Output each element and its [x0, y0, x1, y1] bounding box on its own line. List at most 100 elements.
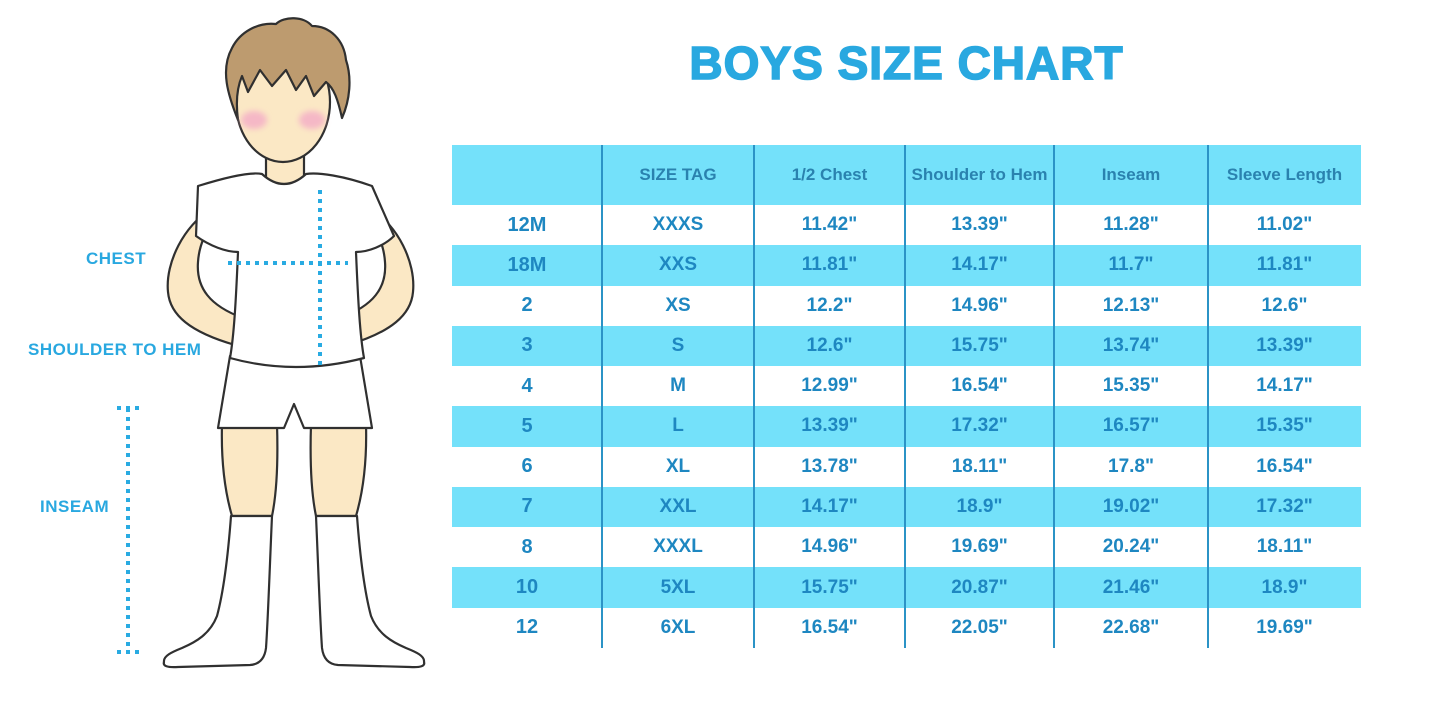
- column-divider: [1053, 145, 1055, 648]
- table-row: 6 XL 13.78" 18.11" 17.8" 16.54": [452, 447, 1361, 487]
- table-header-row: SIZE TAG 1/2 Chest Shoulder to Hem Insea…: [452, 145, 1361, 205]
- boy-figure-svg: [117, 17, 426, 669]
- table-row: 12M XXXS 11.42" 13.39" 11.28" 11.02": [452, 205, 1361, 245]
- row-size-label: 8: [521, 535, 533, 558]
- table-cell: 16.54": [801, 616, 858, 638]
- table-cell: L: [672, 415, 684, 437]
- table-cell: 15.35": [1256, 415, 1313, 437]
- table-cell: 14.96": [801, 536, 858, 558]
- table-cell: XXL: [659, 495, 697, 517]
- table-cell: 22.68": [1102, 616, 1160, 638]
- size-table: SIZE TAG 1/2 Chest Shoulder to Hem Insea…: [452, 145, 1361, 648]
- header-cell-shoulder-to-hem: Shoulder to Hem: [911, 165, 1048, 185]
- header-cell-sleeve-length: Sleeve Length: [1226, 165, 1343, 185]
- table-cell: 12.99": [801, 375, 858, 397]
- table-cell: 12.6": [806, 334, 853, 356]
- row-size-label: 10: [515, 576, 539, 599]
- table-cell: 18.9": [956, 495, 1003, 517]
- table-cell: 17.32": [1256, 495, 1313, 517]
- left-thigh-shape: [220, 422, 279, 518]
- page-title: BOYS SIZE CHART: [689, 36, 1124, 90]
- table-cell: 18.11": [1256, 536, 1313, 558]
- table-cell: 18.9": [1261, 576, 1308, 598]
- header-cell-inseam: Inseam: [1101, 165, 1161, 185]
- row-size-label: 4: [521, 374, 533, 397]
- table-row: 12 6XL 16.54" 22.05" 22.68" 19.69": [452, 608, 1361, 648]
- table-cell: S: [671, 334, 685, 356]
- table-cell: 14.17": [951, 254, 1008, 276]
- table-cell: 20.24": [1102, 536, 1160, 558]
- table-cell: 22.05": [951, 616, 1008, 638]
- right-blush-shape: [299, 111, 325, 129]
- table-cell: 19.02": [1102, 495, 1160, 517]
- table-cell: 15.75": [951, 334, 1008, 356]
- table-row: 18M XXS 11.81" 14.17" 11.7" 11.81": [452, 245, 1361, 286]
- table-cell: 13.74": [1102, 334, 1160, 356]
- table-cell: 20.87": [951, 576, 1008, 598]
- boy-figure-illustration: [0, 0, 450, 723]
- header-cell-size-tag: SIZE TAG: [639, 165, 717, 185]
- table-cell: 18.11": [951, 455, 1008, 477]
- table-cell: XXS: [658, 254, 698, 276]
- column-divider: [1207, 145, 1209, 648]
- row-size-label: 2: [521, 294, 533, 317]
- table-row: 3 S 12.6" 15.75" 13.74" 13.39": [452, 325, 1361, 367]
- row-size-label: 18M: [507, 253, 547, 276]
- hair-shape: [224, 17, 351, 122]
- table-cell: 15.75": [801, 576, 858, 598]
- right-sock-shape: [314, 514, 426, 669]
- table-cell: 12.6": [1261, 294, 1308, 316]
- table-cell: 19.69": [951, 536, 1008, 558]
- table-cell: 14.96": [951, 294, 1008, 316]
- table-cell: 11.28": [1103, 214, 1159, 236]
- table-cell: XXXL: [653, 536, 703, 558]
- chest-label: CHEST: [86, 249, 147, 268]
- table-cell: 11.7": [1108, 254, 1154, 276]
- table-cell: 11.42": [801, 214, 858, 236]
- row-size-label: 12M: [507, 213, 547, 236]
- table-cell: 6XL: [660, 616, 696, 638]
- table-cell: 11.81": [1256, 254, 1313, 276]
- table-row: 8 XXXL 14.96" 19.69" 20.24" 18.11": [452, 527, 1361, 567]
- table-cell: 17.32": [951, 415, 1008, 437]
- column-divider: [904, 145, 906, 648]
- column-divider: [753, 145, 755, 648]
- table-cell: 5XL: [660, 576, 696, 598]
- table-cell: XXXS: [652, 214, 704, 236]
- table-cell: 12.13": [1102, 294, 1160, 316]
- table-cell: 12.2": [806, 294, 853, 316]
- table-cell: 17.8": [1108, 455, 1154, 477]
- table-row: 7 XXL 14.17" 18.9" 19.02" 17.32": [452, 486, 1361, 528]
- row-size-label: 3: [521, 334, 533, 357]
- shoulder-to-hem-label: SHOULDER TO HEM: [28, 340, 202, 359]
- table-cell: 21.46": [1102, 576, 1160, 598]
- table-cell: 13.39": [801, 415, 858, 437]
- table-cell: M: [670, 375, 686, 397]
- tshirt-shape: [194, 172, 396, 369]
- size-table-body: 12M XXXS 11.42" 13.39" 11.28" 11.02" 18M XXS 11.…: [452, 205, 1361, 648]
- table-cell: 13.39": [1256, 334, 1313, 356]
- left-sock-shape: [162, 514, 274, 669]
- row-size-label: 12: [515, 616, 539, 639]
- table-cell: 11.02": [1256, 214, 1313, 236]
- right-thigh-shape: [309, 422, 368, 518]
- row-size-label: 5: [521, 414, 533, 437]
- table-cell: 16.57": [1102, 415, 1160, 437]
- table-cell: 14.17": [801, 495, 858, 517]
- row-size-label: 6: [521, 455, 533, 478]
- table-cell: 16.54": [951, 375, 1008, 397]
- table-cell: 19.69": [1256, 616, 1313, 638]
- table-cell: 13.39": [951, 214, 1008, 236]
- row-size-label: 7: [521, 495, 533, 518]
- left-blush-shape: [241, 111, 267, 129]
- column-divider: [601, 145, 603, 648]
- table-cell: 16.54": [1256, 455, 1313, 477]
- table-cell: 11.81": [801, 254, 858, 276]
- table-cell: 13.78": [801, 455, 858, 477]
- table-cell: XL: [665, 455, 691, 477]
- table-cell: 15.35": [1102, 375, 1160, 397]
- table-row: 10 5XL 15.75" 20.87" 21.46" 18.9": [452, 567, 1361, 608]
- table-cell: 14.17": [1256, 375, 1313, 397]
- header-cell-half-chest: 1/2 Chest: [791, 165, 868, 185]
